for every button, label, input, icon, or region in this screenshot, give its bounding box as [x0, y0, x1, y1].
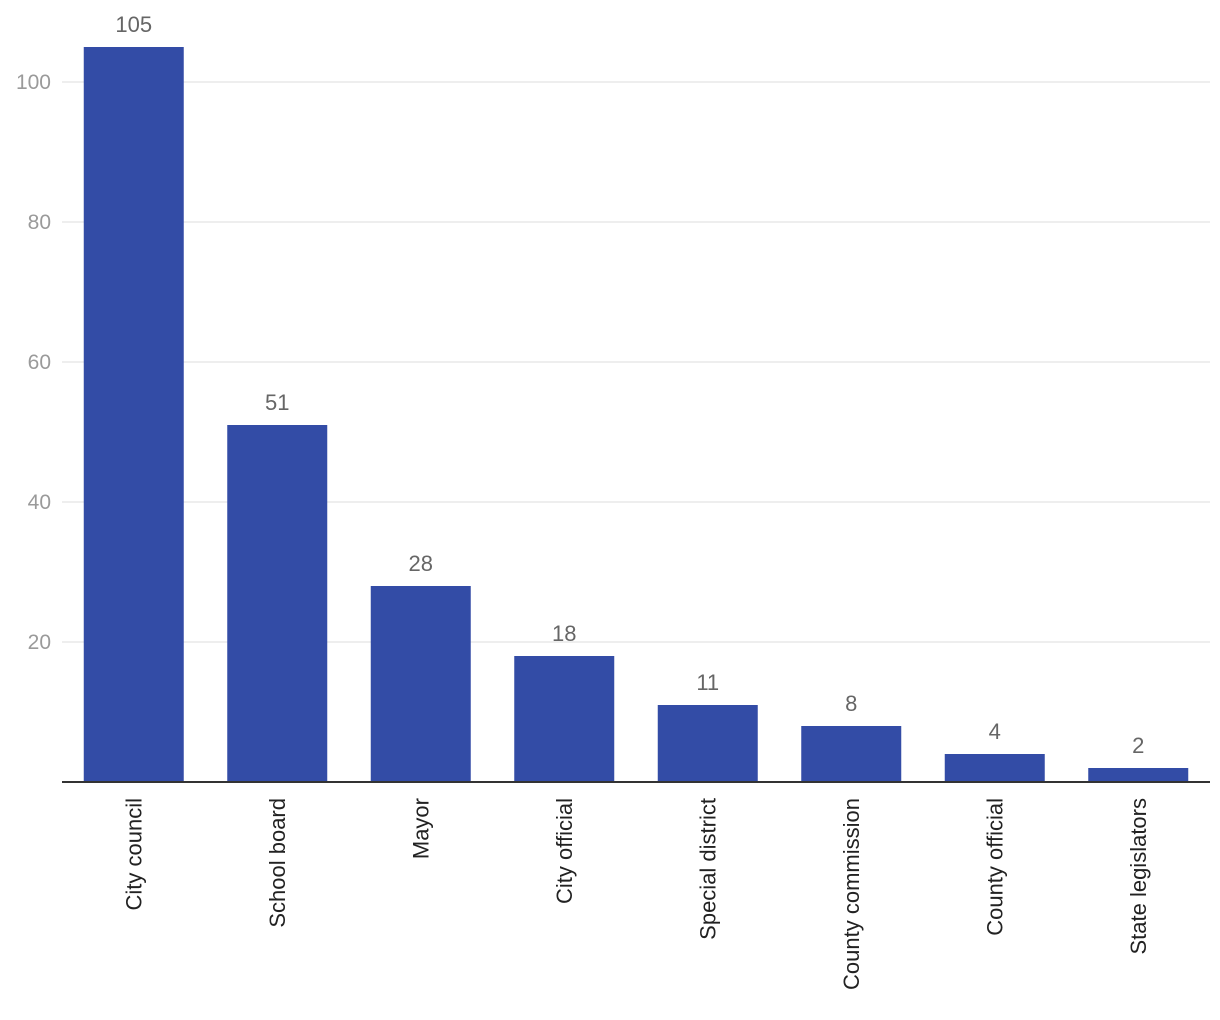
data-label: 28 — [409, 551, 433, 576]
data-label: 18 — [552, 621, 576, 646]
axis-layer: 20 40 60 80 100 City council School board Mayor… — [16, 71, 1210, 990]
bar-county-commission — [801, 726, 902, 782]
y-tick-label: 60 — [28, 351, 51, 374]
bar-school-board — [227, 425, 328, 782]
y-tick-label: 20 — [28, 631, 51, 654]
x-tick-label: State legislators — [1126, 798, 1151, 955]
x-tick-label: School board — [265, 798, 290, 928]
data-label: 8 — [845, 691, 857, 716]
bar-city-official — [514, 656, 615, 782]
y-tick-label: 40 — [28, 491, 51, 514]
data-label: 2 — [1132, 733, 1144, 758]
x-tick-label: County commission — [839, 798, 864, 990]
data-label: 105 — [115, 12, 152, 37]
x-tick-label: City official — [552, 798, 577, 904]
data-label: 11 — [696, 670, 719, 695]
bar-city-council — [83, 47, 184, 782]
bar-layer — [83, 47, 1189, 782]
data-label: 4 — [989, 719, 1001, 744]
bar-county-official — [944, 754, 1045, 782]
y-tick-label: 80 — [28, 211, 51, 234]
bar-mayor — [370, 586, 471, 782]
x-tick-label: Mayor — [408, 798, 433, 859]
bar-special-district — [657, 705, 758, 782]
x-tick-label: City council — [121, 798, 146, 910]
x-tick-label: County official — [982, 798, 1007, 936]
data-label: 51 — [265, 390, 289, 415]
bar-state-legislators — [1088, 768, 1189, 782]
x-tick-label: Special district — [695, 798, 720, 940]
data-label-layer: 105 51 28 18 11 8 4 2 — [115, 12, 1144, 758]
y-tick-label: 100 — [16, 71, 51, 94]
